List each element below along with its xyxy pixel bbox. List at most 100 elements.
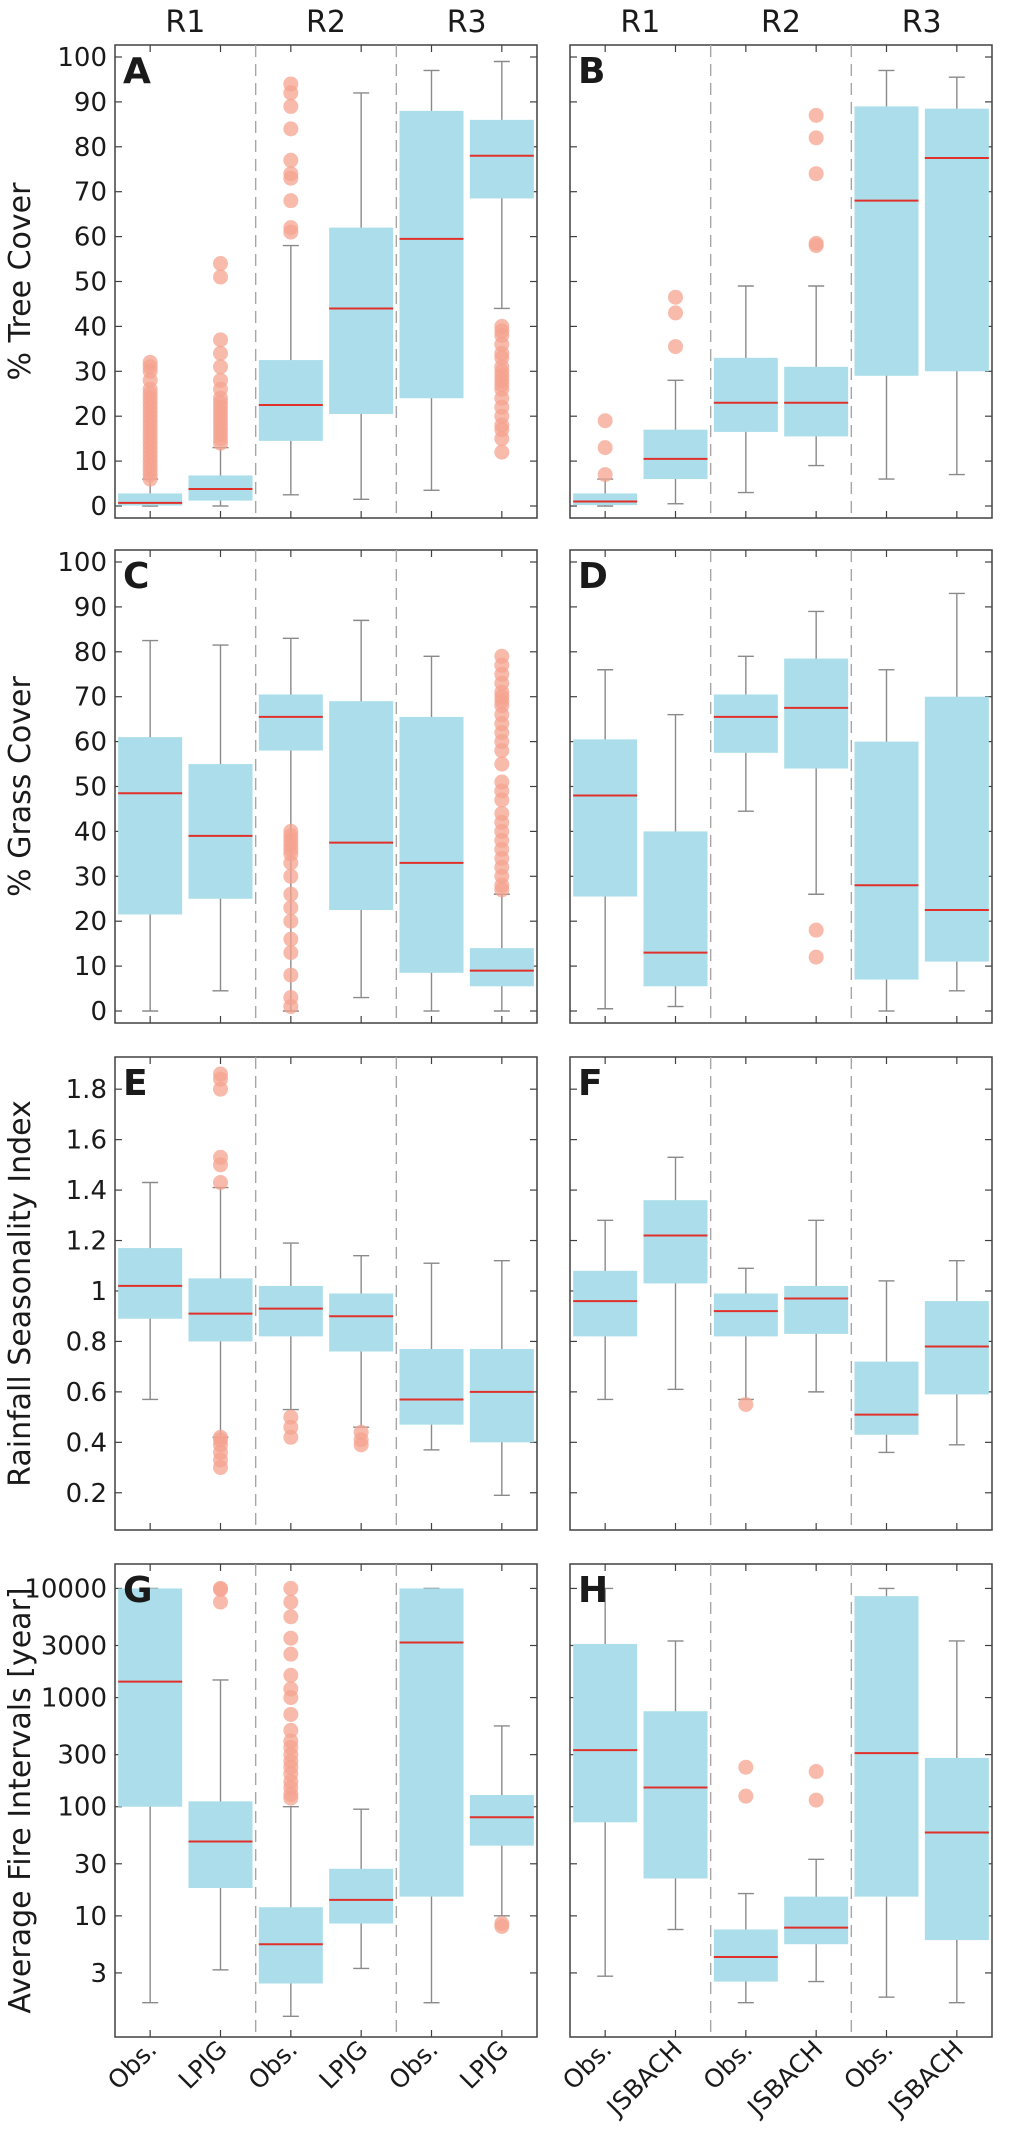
outlier-point — [283, 98, 299, 114]
y-tick-label: 0.8 — [66, 1327, 107, 1357]
outlier-point — [494, 318, 510, 334]
iqr-box — [469, 1795, 534, 1846]
box-1 — [118, 354, 183, 507]
box-4 — [329, 1254, 394, 1453]
iqr-box — [643, 429, 708, 480]
y-tick-label: 1 — [90, 1277, 107, 1307]
outlier-point — [283, 1646, 299, 1662]
outlier-point — [283, 945, 299, 961]
iqr-box — [188, 1278, 253, 1342]
iqr-box — [643, 1200, 708, 1284]
iqr-box — [854, 741, 919, 980]
box-4 — [784, 1764, 849, 1983]
outlier-point — [808, 130, 824, 146]
box-6 — [924, 592, 989, 992]
outlier-point — [283, 1706, 299, 1722]
iqr-box — [329, 227, 394, 414]
iqr-box — [469, 948, 534, 987]
panel-letter: A — [123, 51, 151, 92]
outlier-point — [283, 1733, 299, 1749]
iqr-box — [469, 1348, 534, 1443]
outlier-point — [494, 444, 510, 460]
iqr-box — [573, 1270, 638, 1337]
outlier-point — [213, 345, 228, 361]
iqr-box — [329, 1293, 394, 1352]
iqr-box — [784, 658, 849, 769]
outlier-point — [283, 1722, 299, 1738]
y-tick-label: 3000 — [41, 1632, 107, 1662]
panel-frame — [569, 1563, 993, 2038]
panel-frame — [114, 1563, 538, 2038]
panel-letter: D — [578, 556, 608, 597]
outlier-point — [213, 332, 228, 348]
panel-frame — [569, 1056, 993, 1531]
iqr-box — [784, 1896, 849, 1945]
outlier-point — [353, 1424, 369, 1440]
iqr-box — [784, 366, 849, 437]
outlier-point — [213, 359, 228, 375]
y-tick-label: 1.8 — [66, 1075, 107, 1105]
iqr-box — [469, 119, 534, 199]
y-tick-label: 40 — [74, 817, 107, 847]
iqr-box — [258, 1907, 323, 1984]
x-category-label: Obs. — [102, 2035, 162, 2095]
y-tick-label: 50 — [74, 773, 107, 803]
panel-frame — [114, 44, 538, 519]
box-3 — [258, 76, 323, 496]
outlier-point — [808, 949, 824, 965]
outlier-point — [283, 931, 299, 947]
iqr-box — [713, 694, 778, 753]
panel-letter: C — [123, 556, 149, 597]
y-tick-label: 10 — [74, 952, 107, 982]
panel-e: 0.2 0.4 0.6 0.8 1 1.2 1.4 1.6 1.8 E — [66, 1056, 538, 1531]
box-2 — [643, 1640, 708, 1931]
outlier-point — [213, 372, 228, 388]
outlier-point — [668, 305, 683, 321]
y-tick-label: 1.2 — [66, 1227, 107, 1257]
iqr-box — [399, 1348, 464, 1425]
region-label-r1: R1 — [620, 5, 660, 40]
iqr-box — [188, 1801, 253, 1888]
outlier-point — [808, 922, 824, 938]
outlier-point — [283, 900, 299, 916]
y-axis-label: % Tree Cover — [3, 182, 38, 381]
iqr-box — [118, 1248, 183, 1319]
x-category-label: LPJG — [454, 2035, 514, 2095]
outlier-point — [808, 1764, 824, 1780]
outlier-point — [213, 1066, 228, 1082]
y-tick-label: 10 — [74, 1902, 107, 1932]
y-tick-label: 40 — [74, 312, 107, 342]
x-category-label: Obs. — [838, 2035, 898, 2095]
outlier-point — [283, 1681, 299, 1697]
iqr-box — [784, 1285, 849, 1334]
box-4 — [784, 610, 849, 965]
iqr-box — [924, 1757, 989, 1941]
outlier-point — [738, 1396, 754, 1412]
box-3 — [258, 1580, 323, 2018]
box-1 — [573, 669, 638, 1010]
box-2 — [188, 256, 253, 507]
y-tick-label: 20 — [74, 907, 107, 937]
iqr-box — [399, 1588, 464, 1897]
outlier-point — [283, 76, 299, 92]
y-tick-label: 90 — [74, 88, 107, 118]
x-category-label: Obs. — [698, 2035, 758, 2095]
outlier-point — [283, 967, 299, 983]
outlier-point — [597, 467, 613, 483]
outlier-point — [808, 1792, 824, 1808]
panel-b: B — [569, 44, 993, 519]
y-tick-label: 10000 — [24, 1574, 107, 1604]
x-category-label: LPJG — [173, 2035, 233, 2095]
box-2 — [188, 644, 253, 992]
box-4 — [784, 1219, 849, 1393]
iqr-box — [399, 110, 464, 399]
y-tick-label: 90 — [74, 593, 107, 623]
y-tick-label: 30 — [74, 357, 107, 387]
box-2 — [643, 1156, 708, 1391]
outlier-point — [213, 1175, 228, 1191]
outlier-point — [494, 1916, 510, 1932]
y-tick-label: 80 — [74, 133, 107, 163]
outlier-point — [283, 193, 299, 209]
